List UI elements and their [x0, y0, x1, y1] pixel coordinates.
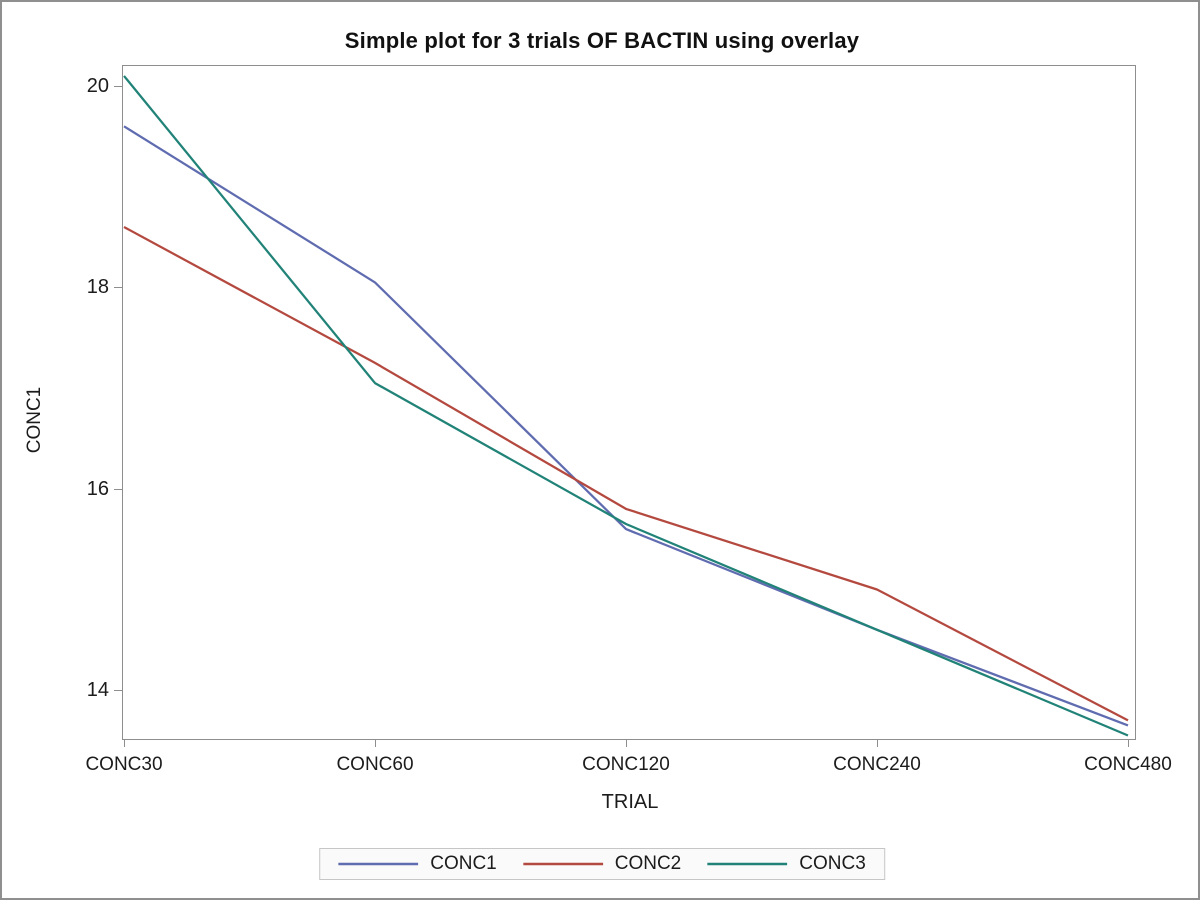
legend-swatch-line	[338, 862, 419, 866]
y-axis-title: CONC1	[24, 386, 45, 454]
y-tick-label: 18	[86, 276, 109, 299]
legend-swatch-line	[707, 862, 788, 866]
y-tick-label: 16	[86, 477, 109, 500]
x-tick-label: CONC30	[85, 754, 163, 775]
x-tick-label: CONC120	[582, 754, 670, 775]
series-line-CONC1	[123, 125, 1129, 727]
legend-label: CONC3	[799, 853, 866, 874]
legend: CONC1 CONC2 CONC3	[319, 848, 885, 880]
legend-swatch-line	[522, 862, 603, 866]
x-tick-label: CONC480	[1084, 754, 1172, 775]
x-tick-label: CONC60	[336, 754, 414, 775]
legend-item-CONC3: CONC3	[707, 853, 866, 875]
plot-frame	[122, 65, 1136, 740]
x-axis-title: TRIAL	[601, 791, 659, 813]
x-tick-label: CONC240	[833, 754, 921, 775]
legend-item-CONC2: CONC2	[522, 853, 682, 875]
y-tick-label: 20	[86, 75, 109, 97]
series-line-CONC2	[123, 226, 1129, 722]
legend-item-CONC1: CONC1	[338, 853, 497, 875]
y-tick-label: 14	[86, 679, 109, 702]
legend-label: CONC1	[430, 853, 497, 874]
series-line-CONC3	[123, 75, 1129, 737]
legend-label: CONC2	[614, 853, 682, 874]
chart-title: Simple plot for 3 trials OF BACTIN using…	[344, 28, 860, 53]
